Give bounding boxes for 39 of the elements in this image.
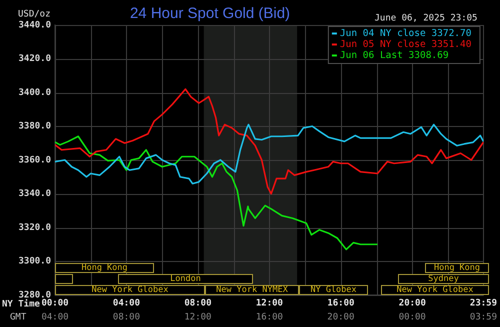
x-tick-label: 00:00 [41, 298, 69, 309]
x2-tick-label: 20:00 [327, 312, 354, 323]
y-tick-label: 3380.0 [18, 122, 51, 132]
session-box: New York Globex [381, 285, 489, 295]
x2-tick-label: 12:00 [184, 312, 212, 323]
x-tick-label: 20:00 [398, 298, 426, 309]
y-tick-label: 3440.0 [18, 20, 51, 30]
y-tick-label: 3340.0 [18, 189, 51, 200]
session-box: NY Globex [299, 285, 368, 295]
x-tick-label: 12:00 [256, 298, 283, 309]
y-tick-label: 3320.0 [18, 222, 51, 233]
x-tick-label: 04:00 [112, 298, 140, 309]
x-tick-label: 08:00 [184, 298, 212, 309]
session-box: Hong Kong [425, 263, 489, 273]
session-box: New York Globex [55, 285, 205, 295]
y-tick-label: 3400.0 [18, 88, 51, 98]
legend-label: Jun 04 NY close 3372.70 [340, 28, 472, 39]
legend-label: Jun 05 NY close 3351.40 [340, 38, 472, 50]
x2-tick-label: 03:59 [470, 312, 497, 323]
x2-axis-title: GMT [10, 312, 27, 322]
y-tick-label: 3300.0 [18, 256, 51, 267]
x2-tick-label: 00:00 [398, 312, 426, 323]
session-box: Hong Kong [55, 263, 154, 273]
y-tick-label: 3280.0 [18, 290, 51, 300]
y-tick-label: 3420.0 [18, 54, 51, 64]
x-tick-label: 23:59 [470, 298, 497, 309]
x-axis-title: NY Time [2, 298, 41, 310]
y-tick-label: 3360.0 [18, 155, 51, 166]
session-box: London [118, 274, 253, 284]
legend-label: Jun 06 Last 3308.69 [340, 50, 449, 61]
x2-tick-label: 16:00 [256, 312, 283, 323]
chart-subtitle: June 06, 2025 23:05 [374, 13, 478, 24]
session-box: New York NYMEX [205, 285, 299, 295]
session-box: Sydney [398, 274, 489, 284]
x2-tick-label: 08:00 [112, 312, 140, 323]
chart-title: 24 Hour Spot Gold (Bid) [130, 5, 290, 22]
x2-tick-label: 04:00 [41, 312, 69, 323]
y-axis-title: USD/oz [18, 9, 51, 20]
x-tick-label: 16:00 [327, 298, 354, 309]
